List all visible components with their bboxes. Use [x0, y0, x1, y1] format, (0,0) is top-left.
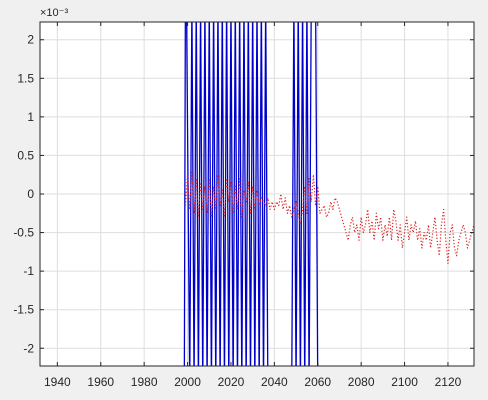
x-tick-label: 2060 [304, 375, 331, 389]
series-line-2 [184, 170, 474, 265]
series-layer [183, 22, 474, 366]
x-tick-label: 2000 [174, 375, 201, 389]
x-tick-label: 2100 [391, 375, 418, 389]
x-tick-label: 2080 [348, 375, 375, 389]
x-tick-label: 1940 [44, 375, 71, 389]
tick-marks [40, 22, 474, 366]
y-tick-label: 0.5 [17, 148, 34, 162]
y-tick-label: -1 [23, 264, 34, 278]
x-tick-label: 1980 [131, 375, 158, 389]
y-tick-label: 0 [27, 187, 34, 201]
x-tick-label: 2040 [261, 375, 288, 389]
y-tick-labels: 2 1.5 1 0.5 0 -0.5 -1 -1.5 -2 [13, 33, 34, 356]
y-tick-label: 2 [27, 33, 34, 47]
x-tick-label: 2020 [218, 375, 245, 389]
y-tick-label: 1 [27, 110, 34, 124]
y-tick-label: -1.5 [13, 303, 34, 317]
y-exponent-label: ×10⁻³ [40, 7, 68, 19]
x-tick-label: 2120 [435, 375, 462, 389]
y-tick-label: 1.5 [17, 71, 34, 85]
x-tick-label: 1960 [87, 375, 114, 389]
y-tick-label: -0.5 [13, 226, 34, 240]
x-tick-labels: 1940 1960 1980 2000 2020 2040 2060 2080 2100 2120 [44, 375, 462, 389]
y-tick-label: -2 [23, 341, 34, 355]
